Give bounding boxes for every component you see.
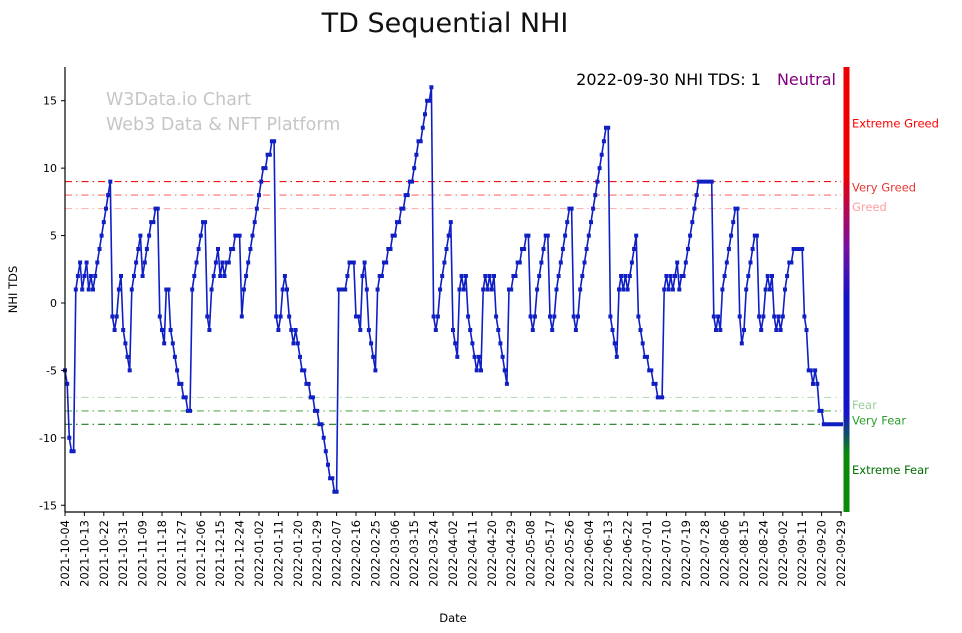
x-tick-label: 2021-11-27: [174, 520, 188, 587]
x-tick-label: 2022-08-06: [718, 520, 732, 587]
x-tick-label: 2022-03-15: [407, 520, 421, 587]
watermark: W3Data.io Chart Web3 Data & NFT Platform: [106, 88, 340, 139]
x-tick-label: 2022-07-28: [698, 520, 712, 587]
x-tick-label: 2022-04-20: [485, 520, 499, 587]
x-tick-label: 2022-02-16: [349, 520, 363, 587]
x-tick-label: 2022-09-29: [834, 520, 848, 587]
y-axis-label: NHI TDS: [6, 266, 20, 313]
annotation-text: 2022-09-30 NHI TDS: 1: [576, 70, 761, 89]
x-tick-label: 2022-02-25: [368, 520, 382, 587]
y-tick-label: 10: [43, 162, 57, 175]
watermark-line1: W3Data.io Chart: [106, 90, 252, 110]
y-tick-label: 15: [43, 95, 57, 108]
watermark-line2: Web3 Data & NFT Platform: [106, 115, 341, 136]
x-tick-label: 2022-03-24: [427, 520, 441, 587]
x-tick-label: 2022-01-20: [291, 520, 305, 587]
x-tick-label: 2022-07-10: [659, 520, 673, 587]
x-tick-label: 2021-11-18: [155, 520, 169, 587]
x-tick-label: 2022-05-26: [562, 520, 576, 587]
threshold-label: Very Greed: [852, 181, 916, 195]
x-tick-label: 2022-04-11: [465, 520, 479, 587]
x-axis-label: Date: [439, 611, 467, 625]
x-tick-label: 2021-11-09: [136, 520, 150, 587]
x-tick-label: 2022-08-15: [737, 520, 751, 587]
x-tick-label: 2021-10-22: [97, 520, 111, 587]
x-tick-label: 2022-01-11: [271, 520, 285, 587]
x-tick-label: 2022-09-11: [795, 520, 809, 587]
y-tick-label: -15: [39, 499, 57, 512]
x-tick-label: 2022-04-29: [504, 520, 518, 587]
chart-title: TD Sequential NHI: [321, 8, 569, 39]
x-tick-label: 2021-12-15: [213, 520, 227, 587]
threshold-label: Fear: [852, 398, 877, 412]
y-tick-label: -5: [46, 364, 57, 377]
threshold-label: Greed: [852, 200, 887, 214]
x-tick-label: 2021-10-13: [77, 520, 91, 587]
x-tick-label: 2022-05-17: [543, 520, 557, 587]
y-tick-label: -10: [39, 432, 57, 445]
zone-label: Extreme Greed: [852, 117, 939, 131]
x-tick-label: 2022-05-08: [524, 520, 538, 587]
x-tick-label: 2022-01-02: [252, 520, 266, 587]
tds-line: [64, 87, 841, 493]
annotation-status: Neutral: [776, 70, 836, 89]
zone-label: Extreme Fear: [852, 463, 929, 477]
x-tick-label: 2022-02-07: [330, 520, 344, 587]
sentiment-colorbar: [843, 67, 850, 512]
x-tick-label: 2022-03-06: [388, 520, 402, 587]
x-tick-label: 2022-07-19: [679, 520, 693, 587]
x-tick-label: 2021-12-24: [233, 520, 247, 587]
x-tick-label: 2022-01-29: [310, 520, 324, 587]
x-tick-label: 2021-10-04: [58, 520, 72, 587]
x-tick-label: 2022-06-13: [601, 520, 615, 587]
x-tick-label: 2022-06-04: [582, 520, 596, 587]
x-tick-label: 2022-04-02: [446, 520, 460, 587]
x-tick-label: 2021-10-31: [116, 520, 130, 587]
y-tick-label: 5: [50, 230, 57, 243]
x-tick-label: 2022-09-02: [776, 520, 790, 587]
x-tick-label: 2022-07-01: [640, 520, 654, 587]
threshold-label: Very Fear: [852, 413, 906, 427]
x-tick-label: 2022-08-24: [756, 520, 770, 587]
y-tick-label: 0: [50, 297, 57, 310]
x-tick-label: 2022-09-20: [815, 520, 829, 587]
tds-markers: [63, 85, 843, 494]
latest-value-annotation: 2022-09-30 NHI TDS: 1 Neutral: [0, 70, 836, 89]
x-tick-label: 2022-06-22: [621, 520, 635, 587]
x-tick-label: 2021-12-06: [194, 520, 208, 587]
